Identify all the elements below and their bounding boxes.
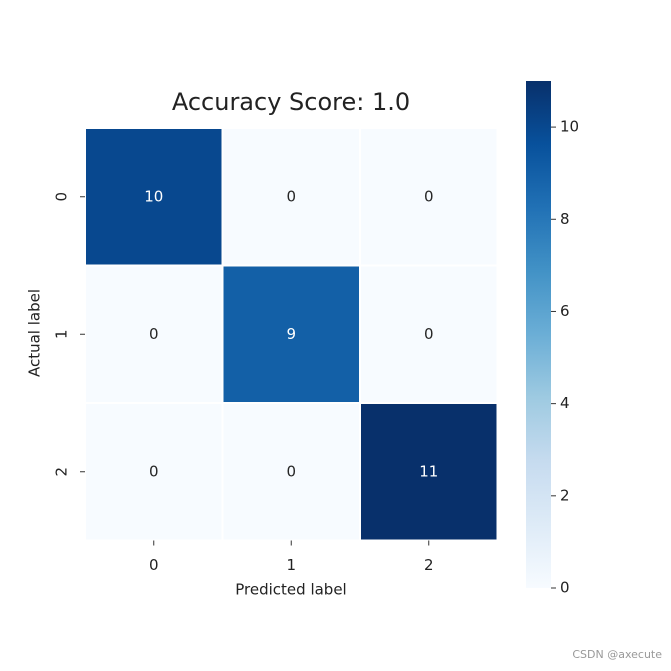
cell-label: 0 bbox=[424, 325, 434, 343]
cell-label: 0 bbox=[424, 187, 434, 205]
cell-label: 0 bbox=[149, 325, 159, 343]
colorbar-tick-label: 0 bbox=[560, 579, 570, 597]
y-tick-label: 1 bbox=[53, 329, 71, 339]
colorbar-tick-label: 4 bbox=[560, 394, 570, 412]
x-tick-label: 1 bbox=[286, 556, 296, 574]
heatmap-cell bbox=[359, 264, 499, 404]
cell-label: 0 bbox=[149, 462, 159, 480]
x-tick-label: 2 bbox=[424, 556, 434, 574]
heatmap-cell bbox=[221, 127, 361, 267]
chart-title: Accuracy Score: 1.0 bbox=[172, 88, 410, 116]
y-tick-label: 2 bbox=[53, 467, 71, 477]
y-tick-label: 0 bbox=[53, 192, 71, 202]
cell-label: 9 bbox=[286, 325, 296, 343]
x-tick-label: 0 bbox=[149, 556, 159, 574]
colorbar-tick-label: 8 bbox=[560, 210, 570, 228]
colorbar-tick-label: 10 bbox=[560, 118, 579, 136]
heatmap-cell bbox=[221, 402, 361, 542]
colorbar-tick-label: 2 bbox=[560, 486, 570, 504]
watermark: CSDN @axecute bbox=[572, 648, 662, 661]
cell-label: 11 bbox=[419, 462, 438, 480]
cell-label: 10 bbox=[144, 187, 163, 205]
colorbar bbox=[526, 81, 551, 588]
colorbar-tick-label: 6 bbox=[560, 302, 570, 320]
x-axis-label: Predicted label bbox=[235, 581, 346, 599]
y-axis-label: Actual label bbox=[26, 289, 44, 377]
heatmap-cell bbox=[84, 264, 224, 404]
heatmap-cell bbox=[84, 127, 224, 267]
cell-label: 0 bbox=[286, 462, 296, 480]
heatmap-cell bbox=[359, 127, 499, 267]
cell-label: 0 bbox=[286, 187, 296, 205]
